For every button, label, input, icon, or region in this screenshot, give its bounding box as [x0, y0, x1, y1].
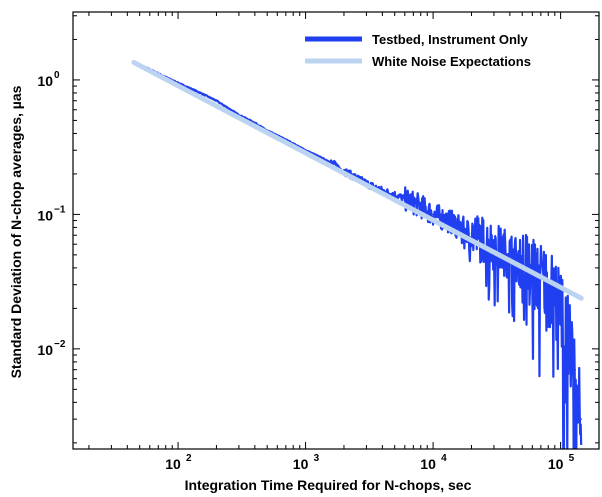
plot-frame: [72, 11, 600, 450]
data-point-testbed: [470, 232, 473, 235]
data-point-testbed: [553, 294, 556, 297]
y-tick-label-exponent: −1: [54, 204, 66, 215]
plot-area: [131, 59, 584, 449]
y-tick-label: 10: [37, 207, 53, 223]
data-point-testbed: [454, 223, 457, 225]
legend: Testbed, Instrument Only White Noise Exp…: [305, 32, 531, 69]
data-point-testbed: [199, 92, 202, 94]
x-tick-label: 10: [548, 456, 564, 472]
data-point-testbed: [509, 254, 511, 256]
y-tick-label-exponent: −2: [54, 339, 66, 350]
data-point-testbed: [432, 213, 434, 216]
y-tick-label-exponent: 0: [54, 70, 60, 81]
y-tick-label: 10: [37, 342, 53, 358]
data-point-testbed: [215, 99, 218, 102]
y-axis-title: Standard Deviation of N-chop averages, µ…: [8, 85, 24, 378]
data-point-testbed: [580, 418, 582, 420]
data-point-testbed: [493, 245, 495, 248]
legend-label-testbed: Testbed, Instrument Only: [372, 32, 529, 47]
x-tick-label-exponent: 4: [441, 453, 447, 464]
data-point-testbed: [393, 193, 396, 196]
data-point-testbed: [327, 160, 329, 162]
series-line-white-noise: [131, 59, 584, 301]
x-tick-label: 10: [293, 456, 309, 472]
axis-ticks: 10 2 10 3 10 4 10 510 010 −110 −2: [37, 12, 600, 472]
data-point-testbed: [574, 368, 576, 371]
x-tick-label: 10: [420, 456, 436, 472]
x-tick-label-exponent: 5: [569, 453, 575, 464]
legend-label-white-noise: White Noise Expectations: [372, 54, 531, 69]
x-tick-label: 10: [165, 456, 181, 472]
data-point-testbed: [565, 324, 567, 326]
y-tick-label: 10: [37, 73, 53, 89]
x-axis-title: Integration Time Required for N-chops, s…: [185, 477, 472, 493]
series-line-testbed: [132, 61, 583, 449]
data-point-testbed: [404, 198, 406, 200]
data-point-testbed: [419, 205, 422, 208]
x-tick-label-exponent: 3: [314, 453, 320, 464]
x-tick-label-exponent: 2: [186, 453, 192, 464]
